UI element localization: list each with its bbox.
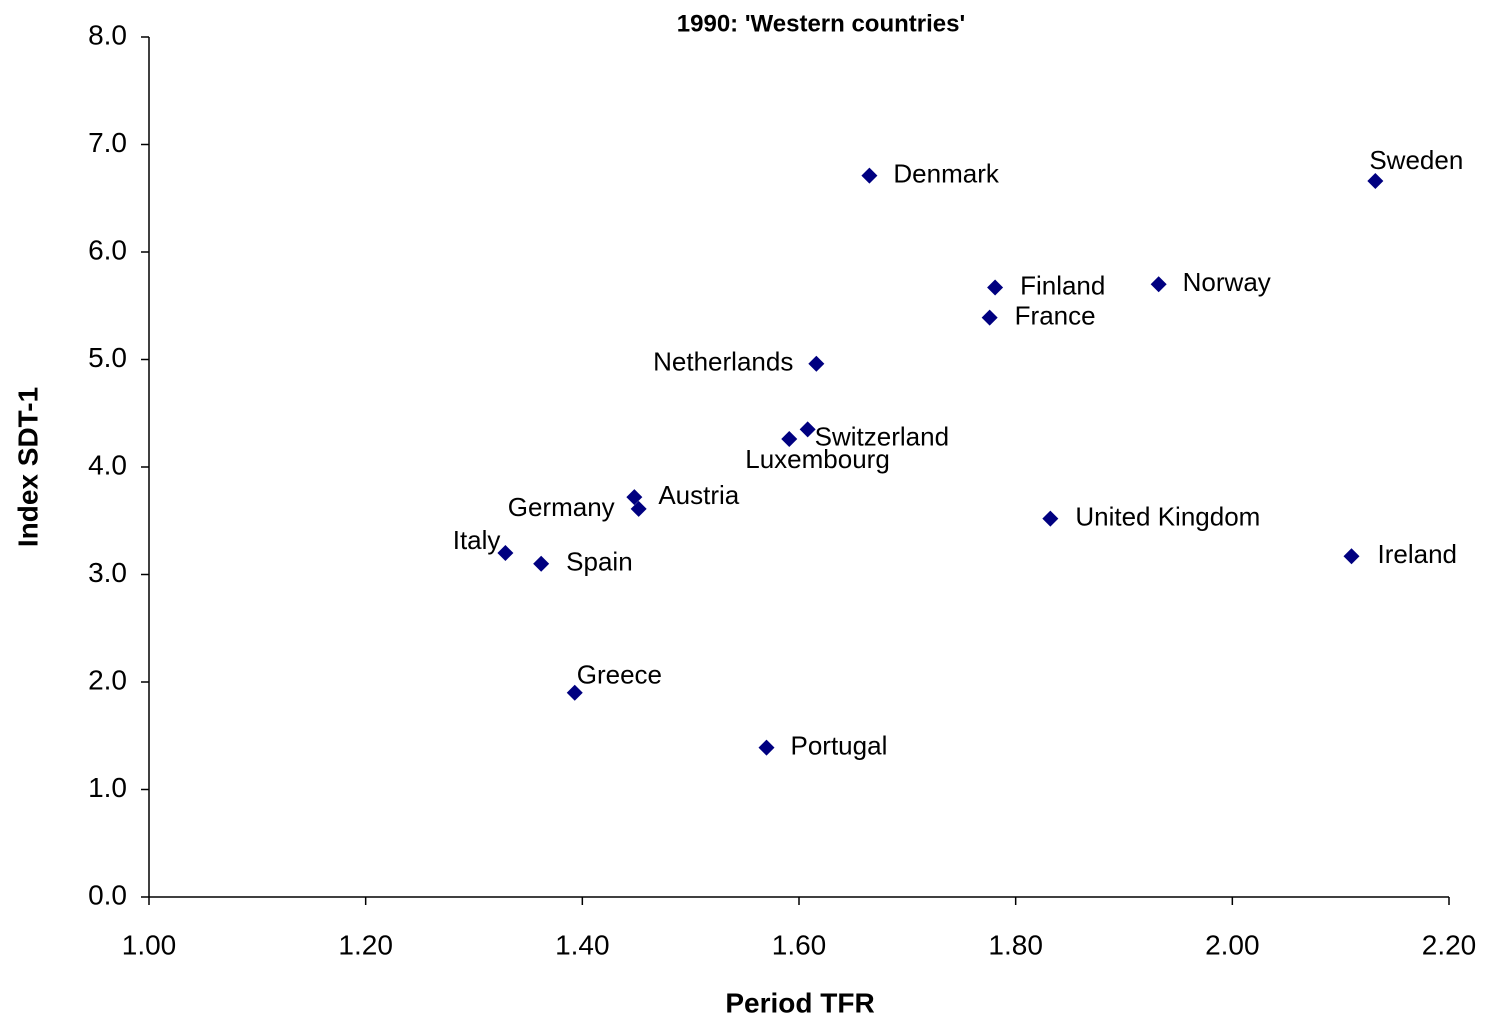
point [799,421,816,438]
point-label: Portugal [791,730,888,760]
point [566,684,583,701]
y-tick-label: 1.0 [88,772,127,803]
point [1042,510,1059,527]
point [630,500,647,517]
point [626,489,643,506]
x-tick-label: 1.60 [772,929,827,960]
point-label: Spain [566,547,633,577]
x-tick-label: 2.00 [1205,929,1260,960]
y-tick-label: 7.0 [88,127,127,158]
y-axis-label: Index SDT-1 [12,387,43,547]
point [497,545,514,561]
point [987,279,1004,296]
point-label: Switzerland [815,421,949,451]
point-label: Denmark [893,159,999,189]
y-tick-label: 4.0 [88,449,127,480]
point-label: Finland [1020,270,1105,300]
point [1150,276,1167,293]
point [1343,548,1360,565]
point [1367,173,1384,190]
point [533,555,550,572]
point [861,167,878,184]
point [981,309,998,326]
y-tick-label: 2.0 [88,664,127,695]
point-label: Netherlands [653,347,793,377]
point-label: Greece [577,660,662,690]
point-label: United Kingdom [1075,501,1260,531]
point-label: Italy [453,525,501,555]
x-tick-label: 1.40 [555,929,610,960]
point [758,739,775,756]
x-tick-label: 1.20 [338,929,393,960]
x-tick-label: 1.80 [988,929,1043,960]
x-axis-label: Period TFR [725,987,874,1018]
chart-title: 1990: 'Western countries' [677,10,965,37]
point [781,431,798,448]
y-tick-label: 3.0 [88,557,127,588]
point [808,355,825,372]
point-label: Ireland [1378,539,1458,569]
point-label: Sweden [1369,145,1463,175]
y-tick-label: 8.0 [88,19,127,50]
y-tick-label: 5.0 [88,342,127,373]
point-label: Austria [658,480,739,510]
x-tick-label: 1.00 [122,929,177,960]
y-tick-label: 0.0 [88,879,127,910]
x-tick-label: 2.20 [1422,929,1477,960]
point-label: Germany [508,492,615,522]
y-tick-label: 6.0 [88,234,127,265]
point-label: Luxembourg [745,444,890,474]
point-label: France [1015,300,1096,330]
point-label: Norway [1183,267,1271,297]
